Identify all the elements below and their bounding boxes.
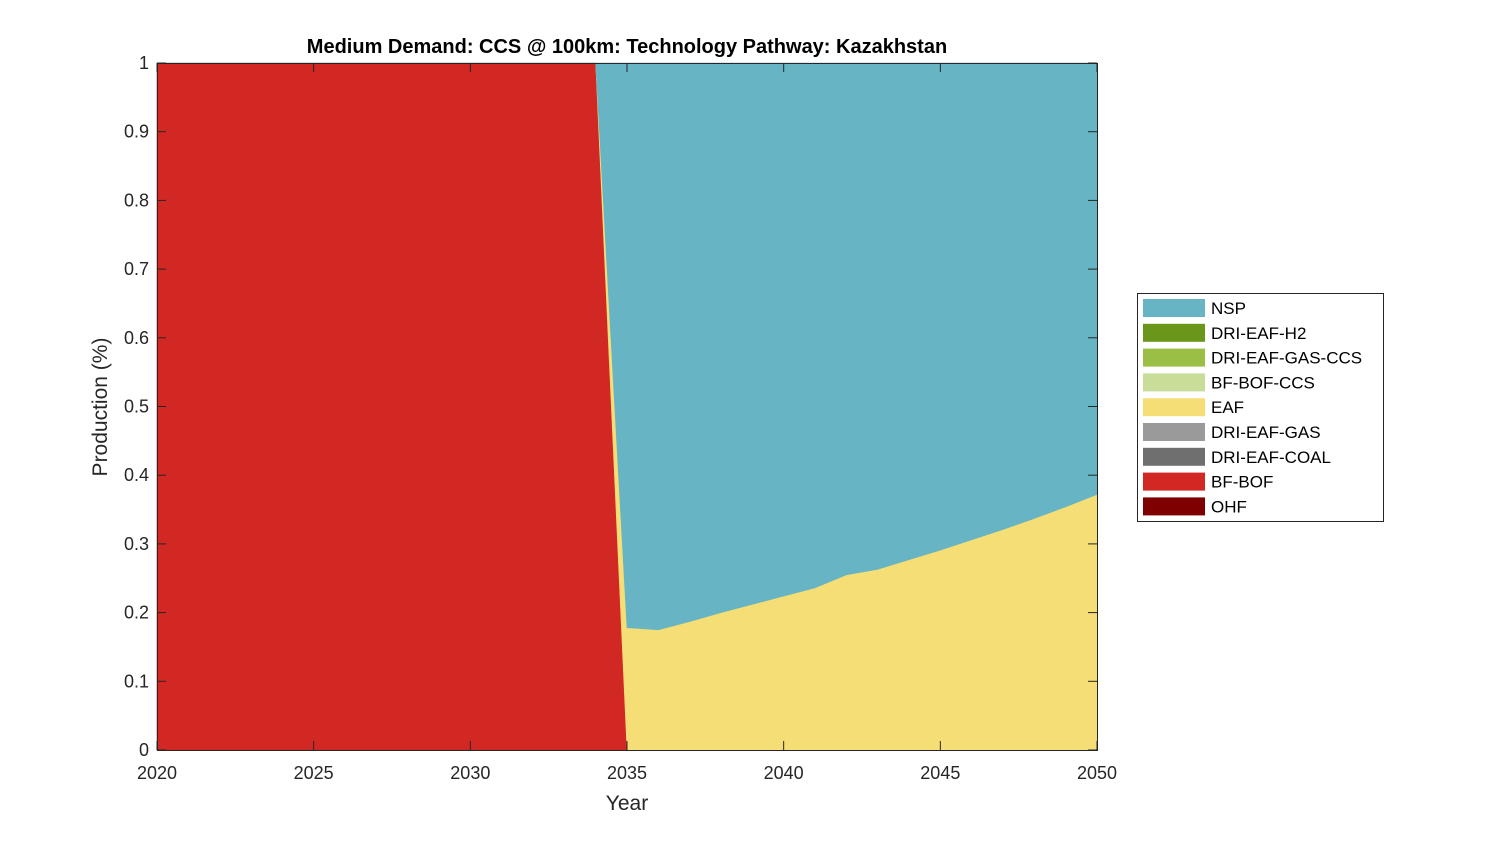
y-tick-label: 0.2 [124, 603, 149, 623]
y-tick-label: 0.9 [124, 122, 149, 142]
legend-label-bf-bof-ccs: BF-BOF-CCS [1211, 373, 1315, 392]
legend-label-ohf: OHF [1211, 497, 1247, 516]
x-axis-label: Year [606, 792, 648, 815]
y-tick-label: 0.4 [124, 465, 149, 485]
legend-swatch-dri-eaf-gas-ccs [1143, 348, 1205, 367]
x-tick-label: 2025 [294, 763, 334, 783]
legend-label-dri-eaf-gas: DRI-EAF-GAS [1211, 423, 1321, 442]
legend-label-bf-bof: BF-BOF [1211, 473, 1273, 492]
x-tick-label: 2040 [764, 763, 804, 783]
legend-label-eaf: EAF [1211, 398, 1244, 417]
legend-swatch-dri-eaf-h2 [1143, 323, 1205, 342]
y-axis-label: Production (%) [89, 338, 112, 477]
legend-swatch-ohf [1143, 497, 1205, 516]
y-tick-label: 0.3 [124, 534, 149, 554]
legend-swatch-bf-bof [1143, 472, 1205, 491]
y-tick-label: 0.1 [124, 671, 149, 691]
legend: NSP DRI-EAF-H2 DRI-EAF-GAS-CCS BF-BOF-CCS EA… [1137, 293, 1384, 522]
legend-label-dri-eaf-h2: DRI-EAF-H2 [1211, 324, 1306, 343]
legend-swatch-dri-eaf-gas [1143, 423, 1205, 441]
y-tick-label: 0.6 [124, 328, 149, 348]
legend-label-nsp: NSP [1211, 299, 1246, 318]
legend-swatch-nsp [1143, 299, 1205, 317]
legend-swatch-bf-bof-ccs [1143, 373, 1205, 392]
x-tick-label: 2020 [137, 763, 177, 783]
legend-swatch-eaf [1143, 398, 1205, 417]
chart-title: Medium Demand: CCS @ 100km: Technology P… [307, 36, 947, 58]
y-tick-label: 1 [139, 53, 149, 73]
y-tick-label: 0.5 [124, 397, 149, 417]
y-tick-label: 0.8 [124, 190, 149, 210]
y-tick-label: 0.7 [124, 259, 149, 279]
legend-label-dri-eaf-gas-ccs: DRI-EAF-GAS-CCS [1211, 349, 1362, 368]
legend-swatch-dri-eaf-coal [1143, 447, 1205, 466]
x-axis: 2020 2025 2030 2035 2040 2045 2050 [137, 63, 1117, 783]
y-axis: 0 0.1 0.2 0.3 0.4 0.5 0.6 0.7 0.8 0.9 1 [124, 53, 1097, 760]
x-tick-label: 2035 [607, 763, 647, 783]
y-tick-label: 0 [139, 740, 149, 760]
x-tick-label: 2030 [450, 763, 490, 783]
legend-label-dri-eaf-coal: DRI-EAF-COAL [1211, 448, 1331, 467]
plot-area [156, 62, 1098, 751]
x-tick-label: 2045 [920, 763, 960, 783]
x-tick-label: 2050 [1077, 763, 1117, 783]
